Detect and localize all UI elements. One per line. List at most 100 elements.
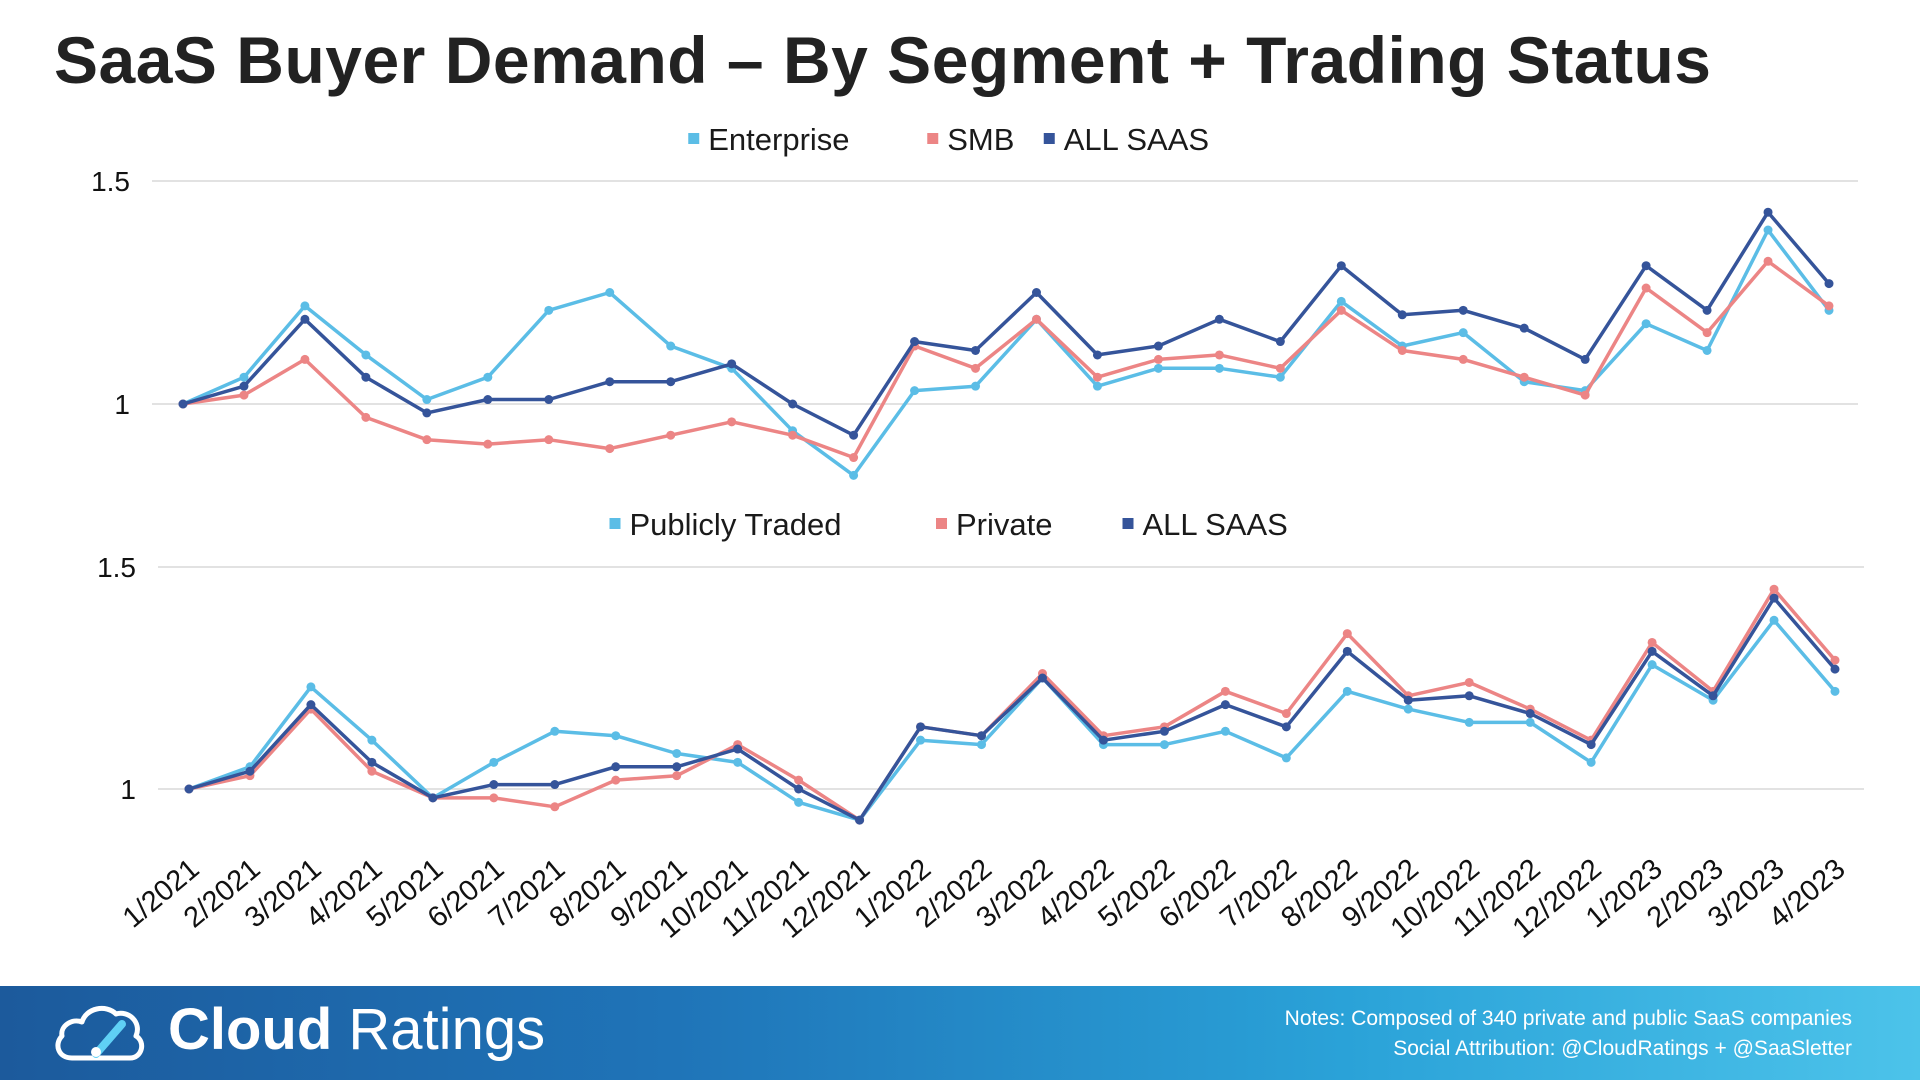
data-point [1397,345,1407,355]
data-point [916,722,926,732]
data-point [1397,310,1407,320]
data-point [245,766,255,776]
data-point [1275,337,1285,347]
legend-swatch [1043,133,1055,144]
data-point [849,470,859,480]
data-point [611,775,621,785]
data-point [794,775,804,785]
series-line-smb [182,259,1831,460]
legend: Publicly Traded Private ALL SAAS [609,507,1288,542]
data-point [910,386,920,396]
data-point [367,757,377,767]
data-point [1281,753,1291,763]
data-point [1702,305,1712,315]
data-point [483,439,493,449]
legend-swatch [936,518,947,529]
legend-swatch [927,133,939,144]
data-point [1702,345,1712,355]
legend-label: ALL SAAS [1064,122,1209,157]
data-point [1281,722,1291,732]
data-point [239,381,249,391]
data-point [489,793,499,803]
data-point [306,700,316,710]
legend-item-publicly-traded: Publicly Traded [609,507,841,542]
data-point [1098,735,1108,745]
data-point [178,399,188,409]
data-point [544,395,554,405]
data-point [422,435,432,445]
data-point [300,354,310,364]
data-point [672,748,682,758]
series-line-all-saas [188,596,1837,822]
data-point [1519,323,1529,333]
data-point [300,301,310,311]
data-point [605,444,615,454]
legend-label: ALL SAAS [1143,507,1288,542]
data-point [1275,363,1285,373]
data-point [605,377,615,387]
data-point [977,740,987,750]
data-point [611,731,621,741]
series-all-saas [178,207,1834,440]
legend-item-all-saas: ALL SAAS [1122,507,1288,542]
bottom-panel-trading-status-chart: 1 1.5 Publicly Traded Private ALL SAAS [97,507,1864,825]
data-point [1403,695,1413,705]
data-point [733,757,743,767]
data-point [666,430,676,440]
data-point [666,377,676,387]
data-point [550,802,560,812]
data-point [1824,301,1834,311]
chart-area: 1 1.5 Enterprise SMB ALL SAAS 1 1.5 Publicly T… [91,122,1864,945]
data-point [1159,740,1169,750]
data-point [1769,584,1779,594]
data-point [1464,691,1474,701]
top-panel-segment-chart: 1 1.5 Enterprise SMB ALL SAAS [91,122,1858,480]
data-point [916,735,926,745]
data-point [666,341,676,351]
data-point [1153,354,1163,364]
data-point [1647,646,1657,656]
footer-notes: Notes: Composed of 340 private and publi… [1285,1004,1852,1064]
data-point [977,731,987,741]
data-point [1830,655,1840,665]
brand-logo-text: Cloud Ratings [168,996,545,1063]
data-point [1159,726,1169,736]
logo-bold-word: Cloud [168,997,333,1062]
data-point [1403,704,1413,714]
data-point [306,682,316,692]
data-point [422,408,432,418]
data-point [1580,390,1590,400]
legend-swatch [609,518,621,529]
data-point [727,417,737,427]
data-point [971,381,981,391]
data-point [361,350,371,360]
data-point [1037,673,1047,683]
data-point [1336,261,1346,271]
legend-item-smb: SMB [927,122,1014,157]
data-point [1641,261,1651,271]
data-point [1824,279,1834,289]
chart-title: SaaS Buyer Demand – By Segment + Trading… [54,23,1712,97]
y-tick-label: 1.5 [97,552,136,583]
data-point [1763,225,1773,235]
data-point [1092,350,1102,360]
data-point [1464,717,1474,727]
notes-line-attribution: Social Attribution: @CloudRatings + @Saa… [1393,1037,1852,1060]
cloud-gauge-icon [55,1005,145,1061]
data-point [1092,381,1102,391]
data-point [1647,637,1657,647]
notes-line-composition: Notes: Composed of 340 private and publi… [1284,1007,1852,1030]
data-point [672,762,682,772]
data-point [1519,372,1529,382]
data-point [1769,615,1779,625]
data-point [483,395,493,405]
data-point [794,797,804,807]
data-point [1153,363,1163,373]
data-point [1458,354,1468,364]
data-point [788,399,798,409]
data-point [1275,372,1285,382]
data-point [1708,691,1718,701]
data-point [1525,709,1535,719]
data-point [1769,593,1779,603]
data-point [1586,740,1596,750]
